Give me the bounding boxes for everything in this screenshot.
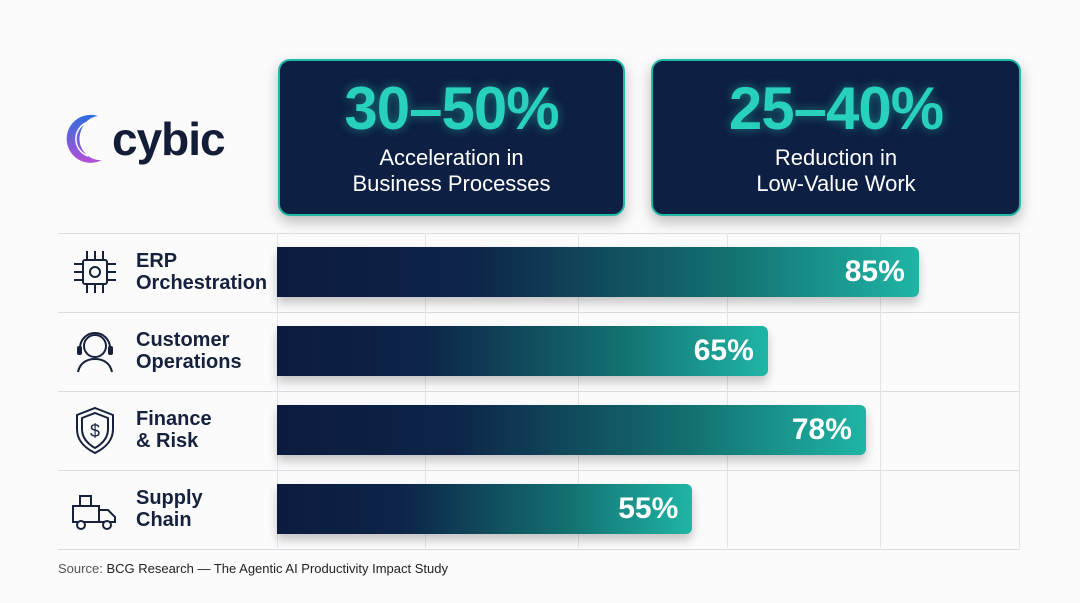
stat-card-acceleration: 30–50% Acceleration in Business Processes — [278, 59, 625, 216]
bar-chart: ERP Orchestration 85% Customer Operations 6… — [58, 233, 1020, 550]
category-label: Supply Chain — [58, 470, 277, 548]
grid-line-horizontal — [58, 312, 1020, 313]
bar: 85% — [277, 247, 919, 297]
grid-line-vertical — [727, 233, 728, 548]
grid-line-horizontal — [58, 470, 1020, 471]
brand-logo: cybic — [58, 112, 226, 166]
delivery-truck-icon — [72, 495, 116, 530]
stat-label: Acceleration in Business Processes — [352, 145, 551, 196]
grid-line-vertical — [880, 233, 881, 548]
stat-card-reduction: 25–40% Reduction in Low-Value Work — [651, 59, 1021, 216]
stat-value: 30–50% — [344, 75, 559, 142]
category-label: $ Finance & Risk — [58, 391, 277, 469]
source-note: Source: BCG Research — The Agentic AI Pr… — [58, 561, 448, 576]
bar: 78% — [277, 405, 866, 455]
circuit-gear-icon — [74, 251, 116, 293]
category-label: Customer Operations — [58, 312, 277, 390]
grid-line-vertical — [425, 233, 426, 548]
grid-line-vertical — [277, 233, 278, 548]
brand-name: cybic — [112, 113, 226, 165]
bar: 65% — [277, 326, 768, 376]
grid-line-vertical — [578, 233, 579, 548]
bar: 55% — [277, 484, 693, 534]
grid-line-horizontal — [58, 391, 1020, 392]
bar-value-label: 85% — [844, 255, 905, 288]
svg-text:$: $ — [90, 421, 100, 441]
bar-value-label: 65% — [693, 334, 754, 367]
stat-value: 25–40% — [728, 75, 944, 142]
category-label: ERP Orchestration — [58, 233, 277, 311]
shield-dollar-icon: $ — [76, 406, 114, 455]
grid-line-vertical — [1019, 233, 1020, 548]
cybic-logo-icon — [66, 114, 102, 163]
grid-line-horizontal — [58, 233, 1020, 234]
bar-value-label: 78% — [791, 413, 852, 446]
headset-agent-icon — [77, 332, 113, 373]
grid-line-horizontal — [58, 549, 1020, 550]
stat-label: Reduction in Low-Value Work — [756, 145, 916, 196]
bar-value-label: 55% — [618, 492, 679, 525]
